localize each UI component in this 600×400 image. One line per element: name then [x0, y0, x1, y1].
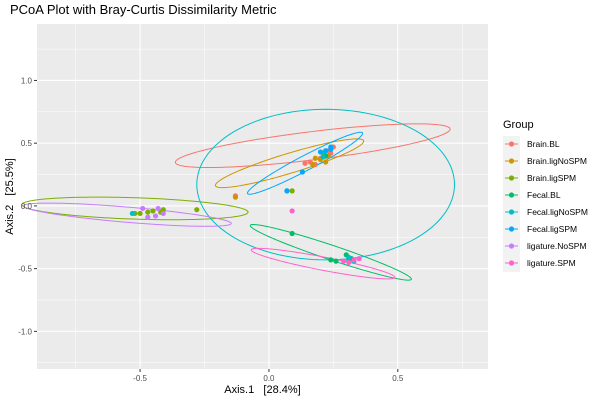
x-axis-ticks: -0.5 0.0 0.5 — [133, 369, 404, 383]
point-ligature.SPM — [289, 208, 295, 214]
y-axis-ticks: -1.0 -0.5 0.0 0.5 1.0 — [18, 76, 37, 336]
point-Fecal.BL — [289, 230, 295, 237]
y-tick-label: 0.5 — [21, 139, 33, 148]
point-Brain.ligSPM — [194, 207, 200, 213]
point-ligature.SPM — [356, 256, 362, 262]
y-tick-label: 1.0 — [21, 76, 33, 85]
point-Brain.ligSPM — [150, 208, 156, 214]
legend-label: Fecal.ligSPM — [527, 224, 577, 234]
legend-key-point — [508, 175, 515, 181]
ellipse-Fecal.ligSPM — [246, 131, 364, 195]
y-tick-label: -0.5 — [18, 265, 32, 274]
legend-label: Brain.ligSPM — [527, 173, 576, 183]
point-Fecal.ligSPM — [323, 148, 329, 154]
legend-label: Brain.BL — [527, 139, 560, 149]
legend-key-point — [508, 243, 515, 249]
point-Brain.ligSPM — [289, 188, 295, 194]
point-Fecal.ligSPM — [328, 146, 334, 153]
ellipse-Fecal.BL — [249, 224, 412, 281]
point-ligature.SPM — [346, 259, 352, 265]
point-ligature.SPM — [341, 258, 347, 264]
ellipse-ligature.SPM — [250, 247, 396, 280]
grid-major — [37, 24, 488, 369]
chart-title: PCoA Plot with Bray-Curtis Dissimilarity… — [10, 2, 277, 17]
data-points — [129, 144, 362, 265]
point-Brain.ligNoSPM — [323, 159, 329, 165]
point-Brain.BL — [302, 160, 308, 166]
point-Brain.ligNoSPM — [232, 194, 239, 200]
point-Fecal.ligNoSPM — [320, 154, 326, 160]
point-Fecal.ligSPM — [284, 188, 290, 194]
point-Fecal.ligNoSPM — [129, 210, 135, 217]
ellipse-Brain.ligSPM — [21, 196, 249, 221]
point-ligature.NoSPM — [145, 214, 151, 220]
point-Brain.ligNoSPM — [310, 161, 316, 168]
y-axis-label: Axis.2 [25.5%] — [4, 158, 16, 234]
point-Fecal.ligSPM — [299, 169, 306, 175]
legend-title: Group — [503, 119, 534, 131]
y-tick-label: 0.0 — [21, 202, 33, 211]
legend-key-point — [508, 226, 515, 232]
legend: Group Brain.BL Brain.ligNoSPM Brain.ligSPM… — [503, 119, 588, 272]
point-Brain.ligSPM — [137, 210, 143, 217]
point-Fecal.BL — [328, 257, 334, 263]
legend-key-point — [508, 260, 515, 266]
point-Fecal.ligSPM — [317, 149, 324, 155]
y-tick-label: -1.0 — [18, 327, 32, 336]
plot-panel — [37, 24, 488, 369]
point-ligature.NoSPM — [160, 210, 166, 217]
point-Brain.ligNoSPM — [312, 155, 318, 161]
legend-key-point — [508, 141, 515, 147]
legend-key-point — [508, 209, 515, 215]
ellipse-Brain.ligNoSPM — [214, 138, 365, 189]
legend-label: ligature.NoSPM — [527, 241, 587, 251]
ellipse-ligature.NoSPM — [22, 202, 232, 227]
legend-key-point — [508, 158, 515, 164]
legend-label: Fecal.BL — [527, 190, 561, 200]
x-axis-label: Axis.1 [28.4%] — [224, 384, 300, 396]
point-ligature.NoSPM — [155, 205, 161, 212]
point-Brain.ligSPM — [145, 209, 151, 215]
x-tick-label: 0.5 — [392, 374, 404, 383]
point-Fecal.BL — [333, 258, 339, 264]
ellipse-Brain.BL — [174, 123, 451, 169]
legend-label: Fecal.ligNoSPM — [527, 207, 588, 217]
point-ligature.NoSPM — [140, 205, 146, 212]
x-tick-label: 0.0 — [263, 374, 275, 383]
legend-label: Brain.ligNoSPM — [527, 156, 587, 166]
point-Brain.ligSPM — [160, 207, 166, 213]
point-Fecal.ligNoSPM — [346, 254, 352, 260]
x-tick-label: -0.5 — [133, 374, 147, 383]
point-ligature.SPM — [351, 257, 357, 263]
grid-minor — [37, 24, 488, 369]
confidence-ellipses — [21, 108, 456, 281]
legend-label: ligature.SPM — [527, 258, 576, 268]
ellipse-Fecal.ligNoSPM — [196, 108, 456, 261]
legend-key-point — [508, 192, 515, 198]
point-ligature.NoSPM — [152, 213, 159, 219]
